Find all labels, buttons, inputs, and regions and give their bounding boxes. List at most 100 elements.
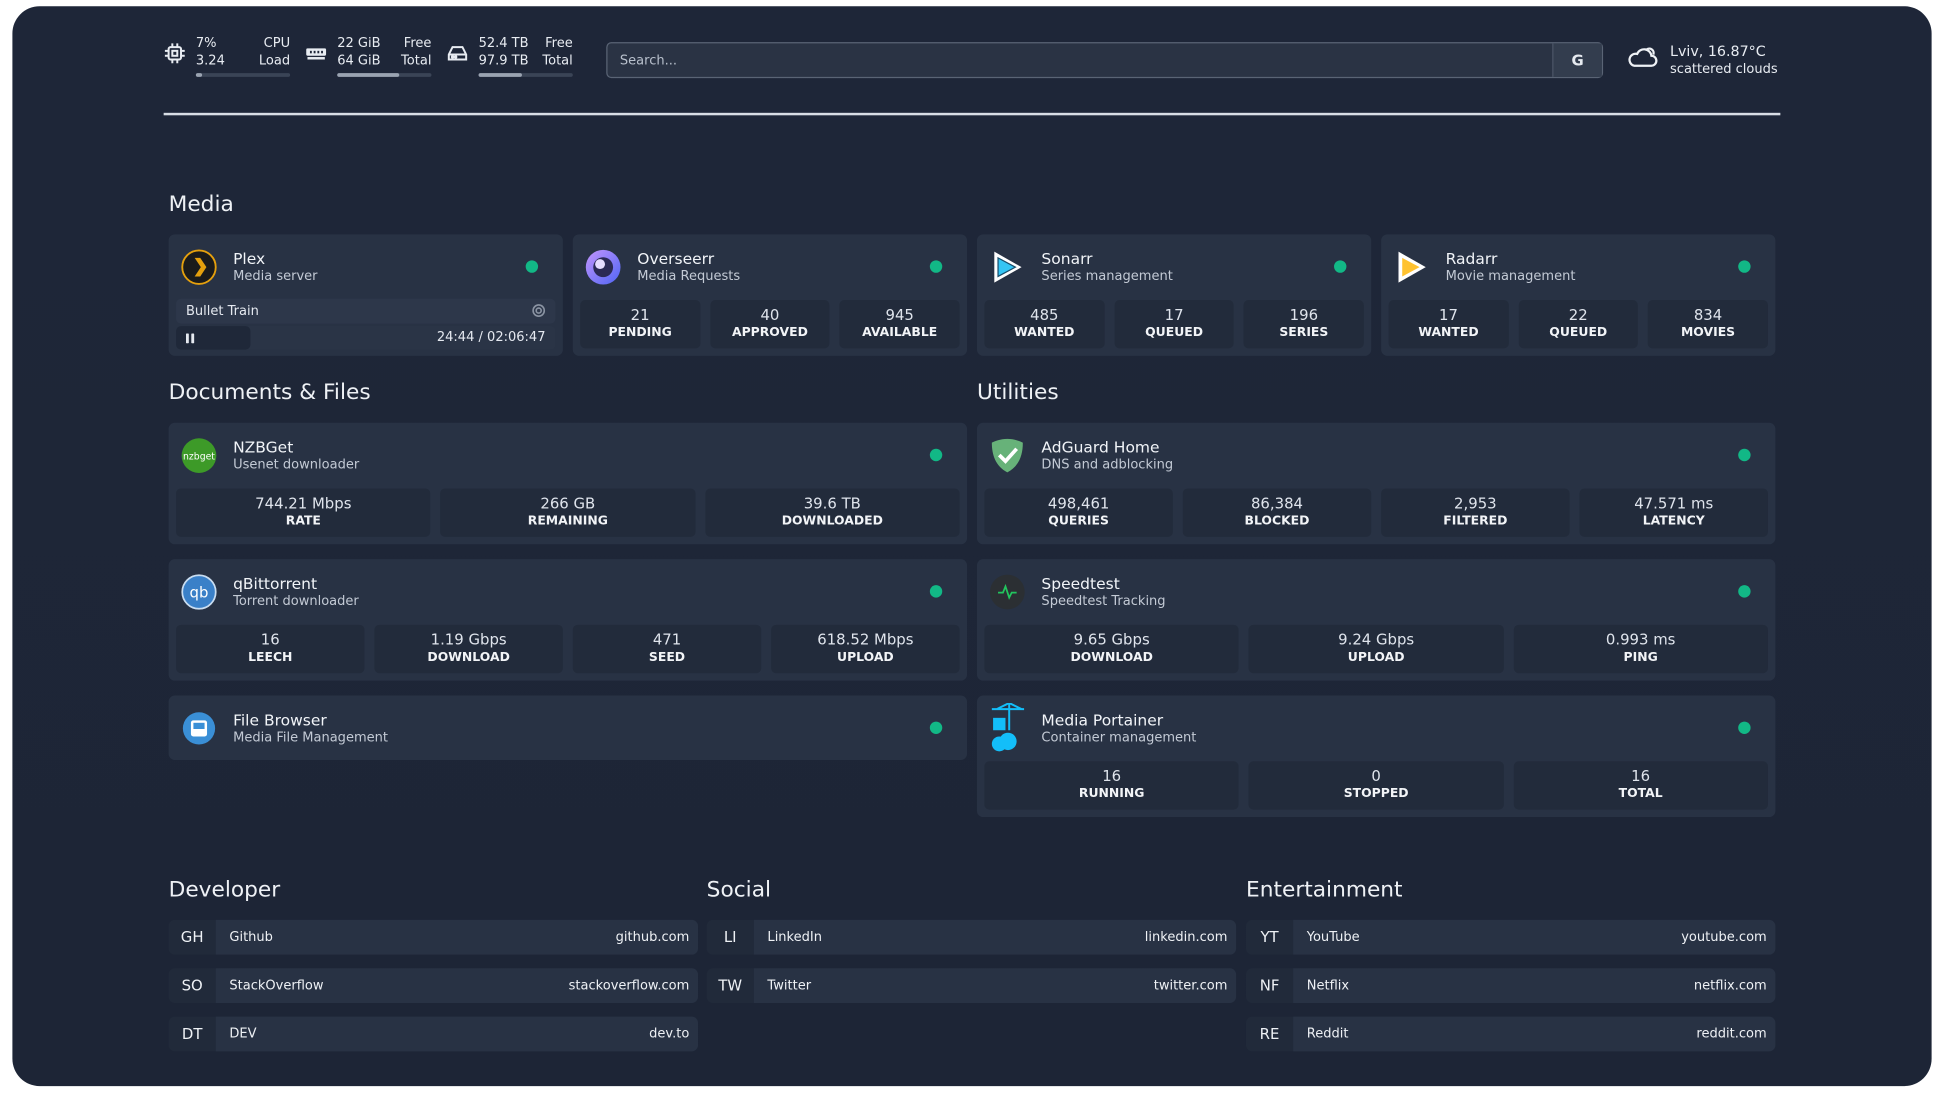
bookmark-url: linkedin.com — [1144, 929, 1228, 945]
stat-value: 9.65 Gbps — [1073, 631, 1150, 649]
service-card-adguard[interactable]: AdGuard Home DNS and adblocking 498,461 QUE… — [976, 422, 1776, 545]
search-input[interactable] — [607, 43, 1553, 77]
status-indicator — [1738, 448, 1751, 462]
stat-value: 86,384 — [1250, 494, 1304, 513]
bookmark-link[interactable]: Github github.com — [215, 919, 699, 955]
bookmark-link[interactable]: Netflix netflix.com — [1293, 968, 1776, 1003]
bookmark-link[interactable]: Twitter twitter.com — [753, 968, 1237, 1003]
stat-value: 16 — [260, 631, 280, 649]
overseerr-icon — [585, 249, 621, 285]
service-card-portainer[interactable]: Media Portainer Container management 16 RUN… — [976, 695, 1776, 818]
stat-label: DOWNLOADED — [781, 514, 883, 529]
stat-value: 39.6 TB — [803, 494, 861, 513]
google-search-button[interactable]: G — [1552, 43, 1602, 77]
stat-label: RUNNING — [1078, 787, 1145, 801]
bookmark-abbreviation: TW — [706, 968, 754, 1003]
service-description: Speedtest Tracking — [1041, 593, 1166, 609]
svg-text:qb: qb — [190, 584, 209, 602]
disk-bar — [478, 73, 573, 77]
hard-drive-icon — [447, 46, 468, 61]
weather-widget: Lviv, 16.87°C scattered clouds — [1625, 42, 1778, 92]
cloud-icon — [1628, 47, 1658, 67]
disk-total: 97.9 TB — [478, 53, 529, 69]
service-description: Media Requests — [637, 269, 741, 284]
memory-widget: 22 GiB Free 64 GiB Total — [305, 35, 432, 85]
stat-value: 17 — [1439, 306, 1458, 324]
stat-upload: 618.52 Mbps UPLOAD — [771, 624, 960, 674]
bookmark-link[interactable]: LinkedIn linkedin.com — [753, 919, 1237, 955]
stat-pending: 21 PENDING — [580, 300, 701, 349]
stat-label: TOTAL — [1618, 787, 1663, 801]
status-indicator — [525, 260, 539, 273]
service-card-sonarr[interactable]: Sonarr Series management 485 WANTED 17 QUEUED… — [976, 234, 1372, 356]
stat-movies: 834 MOVIES — [1648, 300, 1768, 349]
service-name: AdGuard Home — [1041, 437, 1160, 457]
stat-remaining: 266 GB REMAINING — [440, 488, 696, 537]
stat-label: BLOCKED — [1244, 514, 1310, 529]
stat-value: 266 GB — [540, 494, 596, 513]
stats-row: 16 RUNNING 0 STOPPED 16 TOTAL — [984, 761, 1768, 810]
section-title-documents: Documents & Files — [168, 380, 371, 406]
section-title-media: Media — [168, 192, 234, 217]
bookmark-netflix[interactable]: NF Netflix netflix.com — [1245, 968, 1776, 1003]
bookmark-link[interactable]: YouTube youtube.com — [1293, 919, 1776, 955]
service-card-filebrowser[interactable]: File Browser Media File Management — [168, 695, 968, 760]
bookmark-stackoverflow[interactable]: SO StackOverflow stackoverflow.com — [168, 968, 699, 1003]
stat-stopped: 0 STOPPED — [1248, 761, 1504, 810]
stat-value: 834 — [1693, 306, 1723, 324]
bookmark-github[interactable]: GH Github github.com — [168, 919, 699, 955]
service-card-nzbget[interactable]: nzbget NZBGet Usenet downloader 744.21 Mbps… — [168, 422, 968, 545]
service-card-radarr[interactable]: Radarr Movie management 17 WANTED 22 QUEUED 83… — [1381, 234, 1776, 356]
service-card-speedtest[interactable]: Speedtest Speedtest Tracking 9.65 Gbps DOWN… — [976, 559, 1776, 681]
stat-label: DOWNLOAD — [427, 650, 510, 665]
stat-value: 618.52 Mbps — [817, 631, 914, 649]
load-label: Load — [258, 53, 291, 69]
stat-queued: 22 QUEUED — [1518, 300, 1639, 349]
radarr-icon — [1398, 251, 1426, 283]
stat-download: 9.65 Gbps DOWNLOAD — [984, 624, 1239, 674]
bookmark-link[interactable]: DEV dev.to — [215, 1016, 699, 1052]
bookmark-link[interactable]: Reddit reddit.com — [1293, 1016, 1776, 1052]
settings-icon[interactable] — [532, 304, 546, 318]
stat-downloaded: 39.6 TB DOWNLOADED — [705, 488, 960, 537]
service-card-plex[interactable]: Plex Media server Bullet Train 24:44 / 0… — [168, 234, 563, 356]
stat-label: UPLOAD — [1347, 650, 1405, 665]
bookmark-twitter[interactable]: TW Twitter twitter.com — [706, 968, 1237, 1003]
stat-value: 945 — [885, 306, 914, 324]
service-name: Plex — [233, 249, 266, 268]
service-card-overseerr[interactable]: Overseerr Media Requests 21 PENDING 40 APPROV… — [572, 234, 968, 356]
stat-label: SERIES — [1279, 326, 1329, 340]
bookmark-name: Twitter — [767, 978, 812, 994]
playback-progress[interactable]: 24:44 / 02:06:47 — [176, 326, 556, 350]
service-name: File Browser — [233, 710, 327, 730]
search-bar: G — [606, 42, 1604, 79]
stat-blocked: 86,384 BLOCKED — [1182, 488, 1372, 537]
stat-queued: 17 QUEUED — [1114, 300, 1235, 349]
stat-approved: 40 APPROVED — [709, 300, 830, 349]
weather-location: Lviv, 16.87°C — [1670, 42, 1766, 60]
bookmark-link[interactable]: StackOverflow stackoverflow.com — [215, 968, 699, 1003]
total-label: Total — [401, 53, 432, 69]
stat-label: REMAINING — [527, 514, 608, 529]
bookmark-abbreviation: SO — [168, 968, 216, 1003]
stat-label: RATE — [285, 514, 321, 529]
service-name: Media Portainer — [1041, 710, 1164, 730]
pause-icon[interactable] — [185, 333, 195, 344]
bookmark-dev[interactable]: DT DEV dev.to — [168, 1016, 699, 1052]
bookmark-reddit[interactable]: RE Reddit reddit.com — [1245, 1016, 1776, 1052]
stats-row: 9.65 Gbps DOWNLOAD 9.24 Gbps UPLOAD 0.993 ms… — [984, 624, 1768, 674]
stat-label: WANTED — [1014, 326, 1075, 340]
stat-leech: 16 LEECH — [176, 624, 365, 674]
stat-value: 0 — [1371, 767, 1381, 785]
service-card-qbittorrent[interactable]: qb qBittorrent Torrent downloader 16 LEECH 1.… — [168, 559, 968, 681]
service-description: Usenet downloader — [233, 457, 360, 473]
bookmark-url: github.com — [615, 929, 690, 945]
disk-widget: 52.4 TB Free 97.9 TB Total — [446, 35, 573, 85]
stat-value: 744.21 Mbps — [255, 494, 352, 513]
service-name: Overseerr — [637, 249, 715, 268]
stat-value: 21 — [630, 306, 650, 324]
bookmark-youtube[interactable]: YT YouTube youtube.com — [1245, 919, 1776, 955]
bookmark-linkedin[interactable]: LI LinkedIn linkedin.com — [706, 919, 1237, 955]
service-name: NZBGet — [233, 437, 294, 457]
cpu-icon — [164, 43, 185, 64]
